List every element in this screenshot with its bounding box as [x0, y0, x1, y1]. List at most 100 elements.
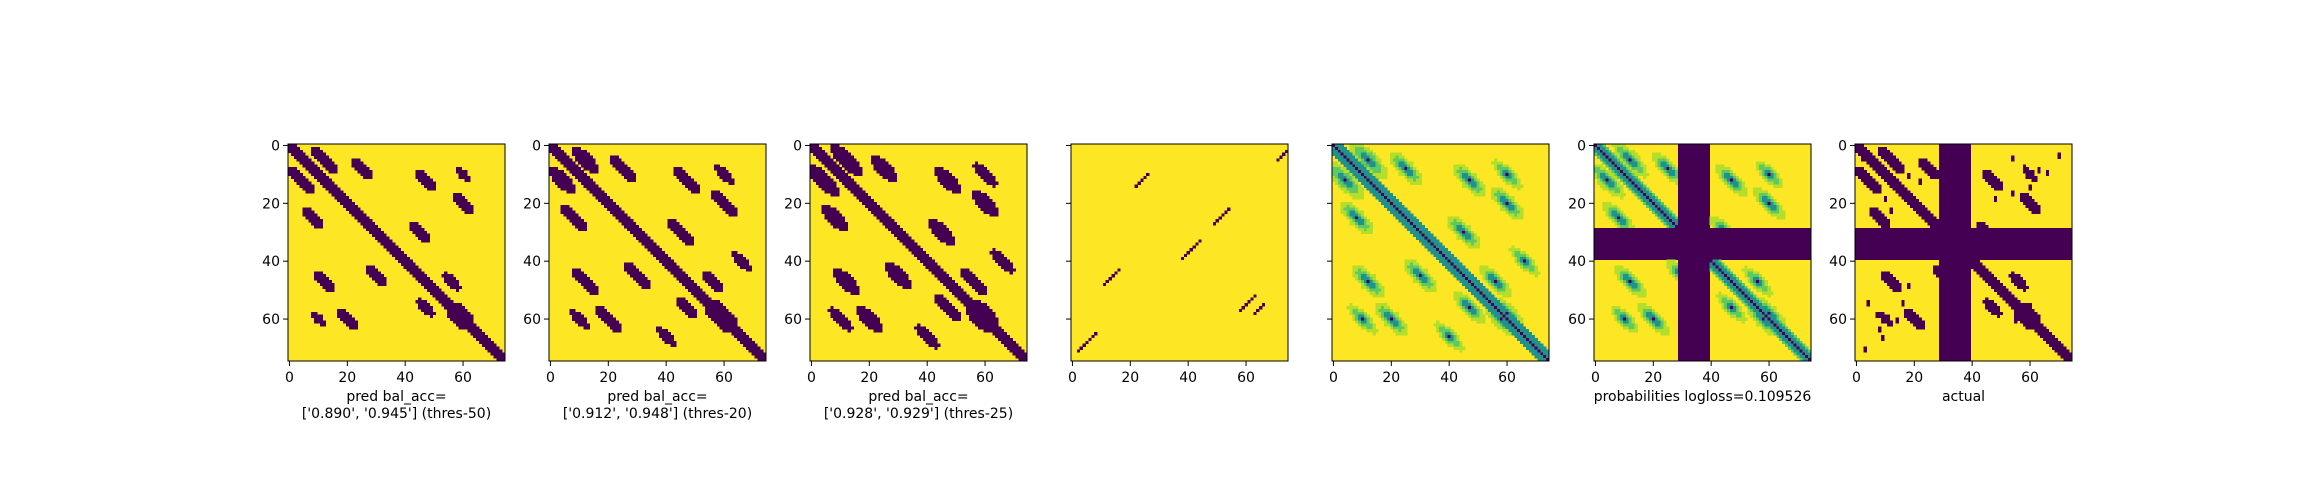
heatmap-cell — [867, 317, 872, 321]
heatmap-cell — [998, 253, 1002, 258]
heatmap-cell — [957, 294, 961, 298]
heatmap-cell — [856, 164, 860, 168]
heatmap-cell — [302, 155, 306, 159]
heatmap-cell — [1470, 236, 1475, 240]
heatmap-cell — [1363, 175, 1368, 180]
heatmap-cell — [423, 178, 428, 182]
heatmap-cell — [963, 277, 967, 281]
heatmap-cell — [1346, 201, 1350, 206]
heatmap-cell — [1372, 152, 1376, 156]
heatmap-cell — [1441, 253, 1446, 258]
heatmap-cell — [290, 170, 295, 174]
heatmap-cell — [560, 161, 564, 165]
heatmap-cell — [1352, 149, 1356, 154]
heatmap-cell — [499, 352, 503, 356]
heatmap-cell — [983, 193, 987, 197]
heatmap-cell — [1488, 297, 1492, 301]
heatmap-cell — [566, 164, 570, 168]
heatmap-cell — [844, 282, 848, 287]
heatmap-cell — [986, 178, 990, 182]
heatmap-cell — [1349, 144, 1353, 148]
heatmap-cell — [1605, 161, 1609, 165]
heatmap-cell — [922, 251, 927, 255]
heatmap-cell — [1401, 332, 1405, 336]
heatmap-cell — [1447, 219, 1451, 223]
heatmap-cell — [612, 164, 616, 168]
heatmap-cell — [873, 167, 877, 171]
heatmap-cell — [1378, 308, 1382, 313]
heatmap-cell — [316, 170, 321, 174]
heatmap-cell — [838, 271, 843, 275]
heatmap-cell — [308, 158, 312, 162]
heatmap-cell — [1392, 164, 1396, 168]
heatmap-background — [1071, 144, 1288, 361]
heatmap-cell — [992, 201, 996, 206]
heatmap-cell — [853, 172, 857, 177]
heatmap-cell — [1608, 164, 1612, 168]
heatmap-cell — [1499, 196, 1504, 200]
heatmap-cell — [821, 172, 825, 177]
heatmap-cell — [1401, 222, 1405, 226]
heatmap-cell — [1413, 262, 1417, 266]
heatmap-cell — [1453, 337, 1457, 342]
heatmap-cell — [830, 181, 834, 185]
heatmap-cell — [1427, 288, 1431, 292]
axes-frame — [809, 143, 1028, 362]
heatmap-cell — [354, 326, 358, 330]
heatmap-cell — [1439, 329, 1443, 333]
heatmap-cell — [1677, 158, 1682, 162]
heatmap-cell — [1346, 190, 1350, 194]
heatmap-cell — [572, 190, 576, 194]
heatmap-cell — [716, 190, 721, 194]
heatmap-cell — [754, 349, 758, 353]
heatmap-cell — [1378, 288, 1382, 292]
heatmap-cell — [998, 326, 1002, 330]
heatmap-cell — [621, 222, 625, 226]
heatmap-cell — [406, 256, 410, 261]
heatmap-cell — [1514, 216, 1518, 220]
heatmap-cell — [986, 170, 990, 174]
heatmap-cell — [972, 196, 976, 200]
heatmap-cell — [1012, 268, 1016, 272]
heatmap-cell — [1599, 152, 1604, 156]
heatmap-cell — [977, 190, 982, 194]
heatmap-cell — [334, 190, 338, 194]
heatmap-cell — [1430, 277, 1434, 281]
heatmap-cell — [1608, 149, 1612, 154]
heatmap-cell — [1398, 204, 1402, 208]
heatmap-cell — [838, 152, 843, 156]
heatmap-cell — [621, 161, 625, 165]
heatmap-cell — [931, 262, 935, 266]
heatmap-cell — [1349, 210, 1353, 214]
heatmap-cell — [986, 210, 990, 214]
heatmap-cell — [870, 158, 874, 162]
heatmap-cell — [899, 233, 903, 237]
heatmap-cell — [1444, 251, 1449, 255]
heatmap-cell — [418, 225, 422, 229]
heatmap-cell — [357, 219, 361, 223]
heatmap-cell — [1689, 164, 1693, 168]
heatmap-cell — [891, 230, 895, 235]
heatmap-cell — [1358, 222, 1362, 226]
heatmap-cell — [470, 210, 474, 214]
heatmap-cell — [1628, 158, 1632, 162]
heatmap-cell — [583, 161, 587, 165]
heatmap-cell — [1470, 282, 1475, 287]
heatmap-cell — [1459, 236, 1463, 240]
heatmap-cell — [1418, 271, 1423, 275]
heatmap-cell — [577, 311, 582, 316]
heatmap-cell — [1505, 193, 1509, 197]
heatmap-cell — [664, 332, 668, 336]
heatmap-cell — [937, 170, 941, 174]
heatmap-cell — [644, 236, 648, 240]
heatmap-cell — [653, 248, 657, 252]
heatmap-cell — [899, 279, 903, 284]
heatmap-cell — [850, 158, 854, 162]
heatmap-cell — [1009, 265, 1013, 269]
heatmap-cell — [1003, 256, 1008, 261]
heatmap-cell — [856, 190, 860, 194]
heatmap-cell — [1622, 149, 1627, 154]
heatmap-cell — [1502, 329, 1506, 333]
heatmap-cell — [1470, 239, 1475, 243]
heatmap-cell — [1467, 314, 1472, 318]
